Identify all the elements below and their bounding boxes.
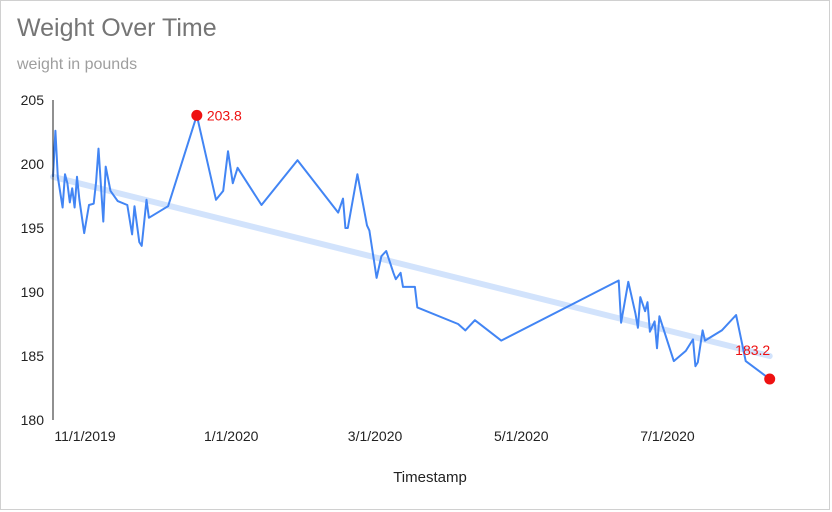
x-tick-label: 1/1/2020: [204, 428, 259, 444]
y-tick-label: 190: [21, 284, 45, 300]
trendline: [50, 173, 773, 359]
x-tick-label: 7/1/2020: [640, 428, 695, 444]
x-tick-label: 3/1/2020: [348, 428, 403, 444]
y-tick-label: 195: [21, 220, 45, 236]
x-tick-label: 5/1/2020: [494, 428, 549, 444]
y-tick-label: 185: [21, 348, 45, 364]
y-tick-label: 205: [21, 92, 45, 108]
highlight-point: [191, 109, 203, 121]
chart-title: Weight Over Time: [17, 14, 217, 42]
chart-subtitle: weight in pounds: [17, 56, 138, 73]
y-tick-label: 180: [21, 412, 45, 428]
x-axis-title: Timestamp: [393, 469, 467, 486]
point-label: 203.8: [207, 107, 242, 123]
point-label: 183.2: [735, 342, 770, 358]
x-tick-label: 11/1/2019: [54, 428, 115, 444]
highlight-point: [764, 373, 776, 385]
y-tick-label: 200: [21, 156, 45, 172]
series-line-1: [52, 114, 771, 380]
